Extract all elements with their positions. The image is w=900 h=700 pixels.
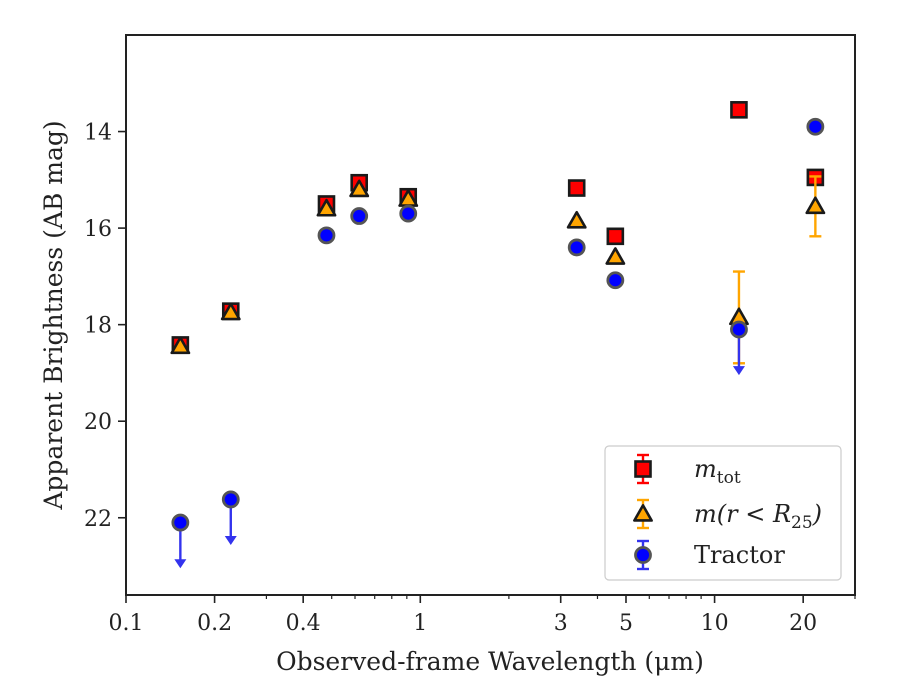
data-point xyxy=(606,271,625,290)
legend-label: mtot xyxy=(694,455,741,488)
data-point xyxy=(605,247,626,265)
legend-marker xyxy=(634,546,652,564)
y-tick-label: 22 xyxy=(84,507,112,532)
series-1 xyxy=(171,101,825,354)
series-3 xyxy=(171,117,825,569)
data-point xyxy=(220,302,241,321)
legend: mtot m(r < R25) Tractor xyxy=(604,445,842,581)
x-tick-label: 0.4 xyxy=(286,611,321,636)
y-tick-label: 16 xyxy=(84,217,112,242)
x-tick-label: 20 xyxy=(789,611,817,636)
data-point xyxy=(221,490,240,509)
x-tick-label: 10 xyxy=(701,611,729,636)
data-point xyxy=(806,117,825,136)
data-point xyxy=(349,179,370,198)
data-point xyxy=(606,227,625,246)
data-point xyxy=(350,207,369,225)
y-axis-title: Apparent Brightness (AB mag) xyxy=(39,120,68,510)
y-tick-label: 14 xyxy=(84,121,112,146)
series-2 xyxy=(170,175,826,365)
data-point xyxy=(170,336,191,355)
legend-marker xyxy=(633,504,653,522)
data-point xyxy=(566,210,587,229)
upper-limit-arrow xyxy=(732,366,745,376)
legend-label-main: Tractor xyxy=(694,541,785,569)
x-tick-label: 5 xyxy=(619,611,633,636)
y-axis: 14 16 18 20 22 xyxy=(84,121,126,532)
data-point xyxy=(730,320,748,339)
data-point xyxy=(805,196,826,215)
legend-label-main: m(r < R xyxy=(694,500,791,528)
x-axis-title: Observed-frame Wavelength (μm) xyxy=(276,647,704,676)
data-point xyxy=(567,238,586,257)
chart-marks xyxy=(170,101,826,569)
y-tick-label: 18 xyxy=(84,314,112,339)
x-tick-label: 1 xyxy=(413,611,427,636)
legend-marker xyxy=(634,460,652,478)
legend-box xyxy=(604,445,842,581)
data-point xyxy=(730,101,748,119)
legend-label-tail: ) xyxy=(812,500,822,528)
x-tick-label: 3 xyxy=(554,611,568,636)
data-point xyxy=(171,513,190,532)
plot-frame xyxy=(125,34,856,596)
x-axis: 0.1 0.2 0.4 1 3 5 10 20 xyxy=(109,595,856,636)
legend-label-main: m xyxy=(694,455,717,483)
y-tick-label: 20 xyxy=(84,410,112,435)
legend-label: Tractor xyxy=(694,541,785,569)
legend-label-sub: 25 xyxy=(791,513,813,533)
upper-limit-arrow xyxy=(174,559,187,569)
legend-label-sub: tot xyxy=(717,468,741,488)
x-tick-label: 0.1 xyxy=(109,611,144,636)
data-point xyxy=(317,226,336,245)
data-point xyxy=(316,198,337,217)
data-point xyxy=(399,204,418,223)
legend-label: m(r < R25) xyxy=(694,500,822,533)
x-tick-label: 0.2 xyxy=(197,611,232,636)
data-point xyxy=(567,179,586,197)
upper-limit-arrow xyxy=(224,536,237,546)
